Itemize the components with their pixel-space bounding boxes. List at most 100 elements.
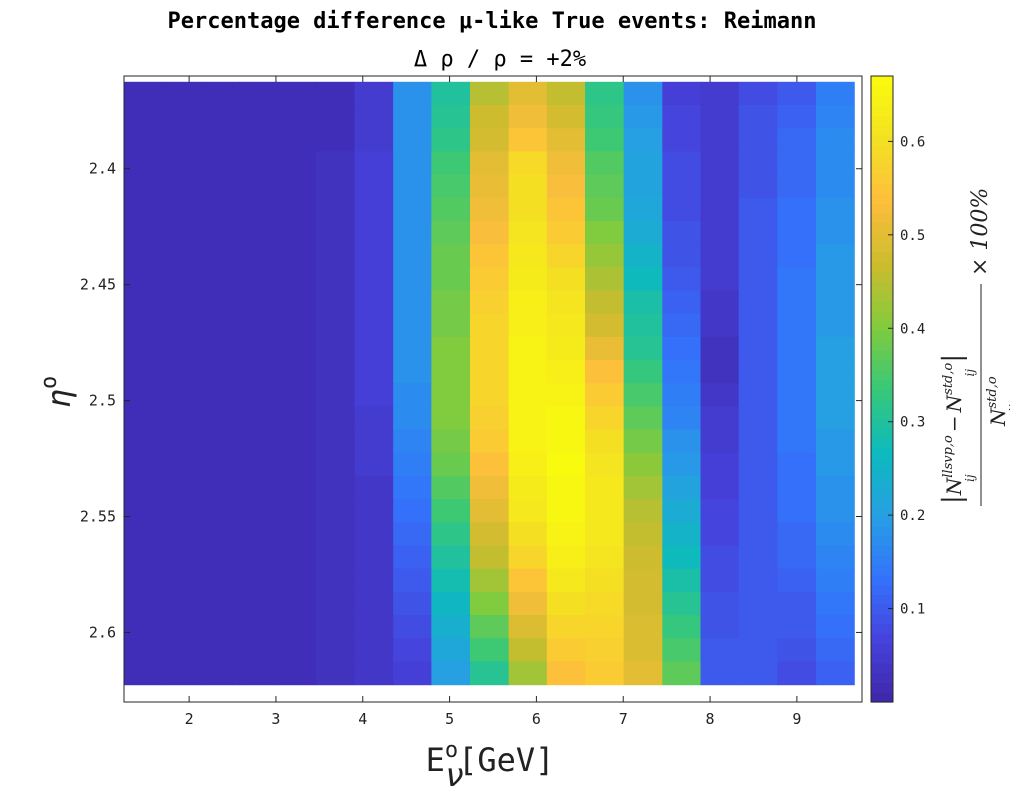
heatmap-cell — [277, 151, 317, 176]
cb-n1: N — [942, 476, 966, 496]
heatmap-cell — [777, 81, 817, 106]
heatmap-cell — [777, 313, 817, 338]
heatmap-cell — [124, 197, 163, 222]
heatmap-cell — [623, 568, 663, 593]
x-axis-label: Eo[GeV] — [426, 738, 555, 779]
heatmap-cell — [124, 290, 163, 315]
heatmap-cell — [277, 475, 317, 500]
heatmap-cell — [354, 499, 394, 523]
heatmap-cell — [662, 615, 702, 639]
heatmap-cell — [431, 128, 471, 152]
heatmap-cell — [393, 429, 432, 454]
heatmap-cell — [585, 290, 625, 315]
heatmap-cell — [431, 615, 471, 639]
colorbar-step — [871, 408, 893, 419]
heatmap-cell — [469, 638, 510, 663]
colorbar-step — [871, 124, 893, 136]
heatmap-cell — [623, 615, 663, 639]
heatmap-cell — [777, 336, 817, 361]
heatmap-cell — [431, 661, 471, 686]
heatmap-cell — [738, 591, 778, 616]
heatmap-cell — [623, 81, 663, 106]
heatmap-cell — [277, 336, 317, 361]
heatmap-cell — [200, 475, 241, 500]
x-tick-label: 6 — [532, 710, 541, 728]
heatmap-cell — [200, 313, 241, 338]
heatmap-cell — [277, 128, 317, 152]
heatmap-cell — [700, 568, 740, 593]
colorbar-step — [871, 574, 893, 586]
heatmap-cell — [508, 174, 548, 199]
heatmap-cell — [662, 568, 702, 593]
heatmap-cell — [315, 499, 356, 523]
heatmap-cell — [777, 568, 817, 593]
colorbar-step — [871, 672, 893, 684]
y-axis-ticks: 2.4 2.45 2.5 2.55 2.6 — [80, 160, 862, 641]
heatmap-cell — [623, 128, 663, 152]
heatmap-cell — [393, 267, 432, 292]
heatmap-cell — [354, 475, 394, 500]
heatmap-cell — [546, 128, 586, 152]
heatmap-cell — [585, 151, 625, 176]
heatmap-cell — [239, 475, 279, 500]
heatmap-cell — [239, 81, 279, 106]
heatmap-cell — [623, 591, 663, 616]
heatmap-cell — [124, 522, 163, 547]
heatmap-cell — [508, 499, 548, 523]
colorbar-step — [871, 437, 893, 449]
cb-sup3: std,o — [985, 376, 1000, 408]
heatmap-cell — [393, 220, 432, 245]
heatmap-cell — [662, 174, 702, 199]
heatmap-cell — [431, 568, 471, 593]
heatmap-cell — [162, 336, 202, 361]
heatmap-cell — [585, 406, 625, 431]
heatmap-cell — [777, 151, 817, 176]
heatmap-cell — [354, 383, 394, 407]
heatmap-cell — [200, 128, 241, 152]
heatmap-cell — [124, 267, 163, 292]
x-tick-label: 8 — [706, 710, 715, 728]
heatmap-cell — [431, 545, 471, 570]
heatmap-cell — [277, 197, 317, 222]
heatmap-cell — [738, 128, 778, 152]
heatmap-cell — [200, 661, 241, 686]
heatmap-cell — [200, 197, 241, 222]
heatmap-cell — [162, 545, 202, 570]
colorbar-step — [871, 662, 893, 674]
heatmap-cell — [623, 475, 663, 500]
heatmap-cell — [277, 267, 317, 292]
heatmap-cell — [277, 499, 317, 523]
heatmap-cell — [546, 197, 586, 222]
heatmap-cell — [623, 360, 663, 384]
heatmap-cell — [623, 313, 663, 338]
heatmap-cell — [393, 475, 432, 500]
heatmap-cell — [508, 220, 548, 245]
colorbar-ticks: 0.1 0.2 0.3 0.4 0.5 0.6 — [888, 134, 925, 618]
heatmap-cell — [738, 104, 778, 129]
heatmap-cell — [277, 383, 317, 407]
heatmap-cell — [700, 104, 740, 129]
x-axis-label-sub: ν — [445, 756, 464, 793]
heatmap-cell — [162, 429, 202, 454]
heatmap-cell — [277, 661, 317, 686]
heatmap-cell — [738, 406, 778, 431]
heatmap-cell — [700, 267, 740, 292]
heatmap-cell — [393, 81, 432, 106]
heatmap-cell — [700, 383, 740, 407]
y-tick-label: 2.55 — [80, 508, 116, 526]
heatmap-cell — [815, 197, 855, 222]
heatmap-cell — [508, 591, 548, 616]
heatmap-cell — [431, 244, 471, 268]
colorbar-step — [871, 164, 893, 175]
x-axis-ticks: 2 3 4 5 6 7 8 9 — [185, 76, 801, 728]
heatmap-cell — [777, 452, 817, 477]
cb-n2: N — [942, 393, 966, 413]
heatmap-cell — [469, 244, 510, 268]
heatmap-cell — [623, 383, 663, 407]
heatmap-cell — [393, 313, 432, 338]
heatmap-cell — [315, 267, 356, 292]
heatmap-cell — [239, 615, 279, 639]
colorbar-step — [871, 203, 893, 214]
heatmap-cell — [431, 151, 471, 176]
heatmap-cell — [315, 81, 356, 106]
